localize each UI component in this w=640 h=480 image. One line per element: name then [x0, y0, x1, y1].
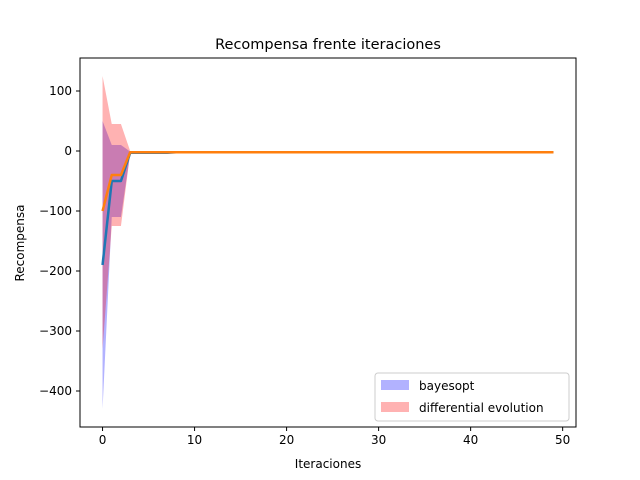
- x-tick-label: 10: [187, 433, 202, 447]
- x-tick-label: 0: [99, 433, 107, 447]
- legend-label: bayesopt: [419, 379, 475, 393]
- legend-label: differential evolution: [419, 401, 544, 415]
- x-axis-label: Iteraciones: [295, 457, 361, 471]
- legend-box: [374, 372, 570, 422]
- legend-swatch: [381, 402, 409, 412]
- y-tick-label: 100: [49, 84, 72, 98]
- y-axis-label: Recompensa: [13, 204, 27, 281]
- line-series-1: [101, 150, 554, 212]
- x-tick-label: 40: [463, 433, 478, 447]
- legend-swatch: [381, 380, 409, 390]
- plot-frame: [79, 57, 577, 428]
- legend: bayesopt differential evolution: [374, 372, 570, 422]
- y-tick-label: −300: [39, 324, 72, 338]
- y-tick-label: 0: [64, 144, 72, 158]
- y-tick-label: −200: [39, 264, 72, 278]
- y-tick-label: −400: [39, 384, 72, 398]
- x-axis: 0 10 20 30 40 50: [99, 427, 570, 447]
- x-tick-label: 50: [555, 433, 570, 447]
- y-axis: 100 0 −100 −200 −300 −400: [39, 84, 80, 398]
- x-tick-label: 20: [279, 433, 294, 447]
- y-tick-label: −100: [39, 204, 72, 218]
- series-lines: [101, 150, 554, 266]
- chart-title: Recompensa frente iteraciones: [215, 37, 441, 53]
- x-tick-label: 30: [371, 433, 386, 447]
